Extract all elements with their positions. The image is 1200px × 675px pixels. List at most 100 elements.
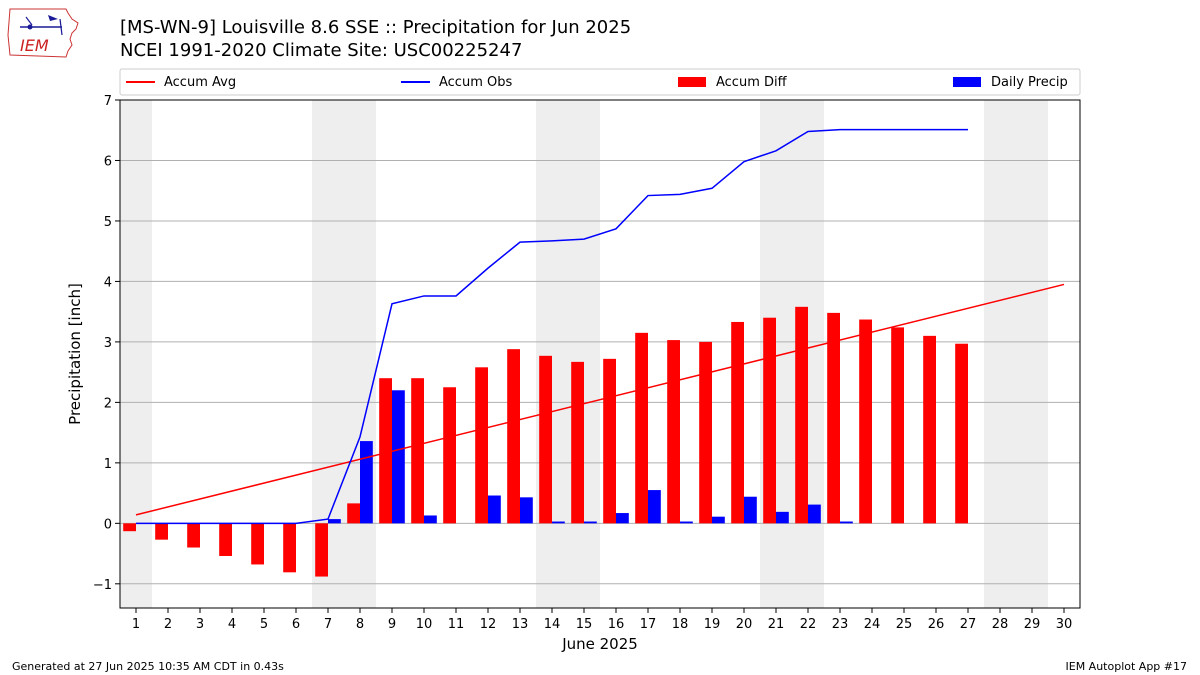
weekend-band: [984, 100, 1048, 608]
x-tick-label: 5: [260, 617, 268, 632]
y-tick-label: 3: [104, 336, 112, 351]
legend-swatch: [678, 77, 706, 87]
accum-diff-bar: [123, 523, 136, 532]
x-tick-label: 28: [992, 617, 1009, 632]
y-tick-label: 6: [104, 154, 112, 169]
accum-diff-bar: [347, 503, 360, 524]
legend-accum-diff: Accum Diff: [678, 75, 788, 90]
x-tick-label: 22: [800, 617, 817, 632]
daily-precip-bar: [808, 504, 821, 524]
accum-diff-bar: [539, 355, 552, 524]
x-axis-ticks: 1 2 3 4 5 6 7 8 9 10 11 12 13 14 15 16 17 18 19 20 21 22 23 24 2…: [132, 608, 1072, 632]
svg-text:IEM: IEM: [20, 36, 49, 55]
daily-precip-bar: [488, 495, 501, 524]
daily-precip-bar: [424, 515, 437, 524]
daily-precip-bar: [584, 521, 597, 524]
x-tick-label: 1: [132, 617, 140, 632]
daily-precip-bar: [744, 496, 757, 524]
lines: [135, 128, 1065, 525]
x-tick-label: 26: [928, 617, 945, 632]
accum-diff-bar: [379, 378, 392, 524]
x-tick-label: 4: [228, 617, 236, 632]
x-tick-label: 8: [356, 617, 364, 632]
legend-daily-precip: Daily Precip: [953, 75, 1068, 90]
y-tick-label: 4: [104, 275, 112, 290]
accum-avg-line: [135, 283, 1065, 516]
x-tick-label: 18: [672, 617, 689, 632]
daily-precip-bar: [392, 390, 405, 524]
y-axis-ticks: −1 0 1 2 3 4 5 6 7: [93, 94, 120, 593]
weekend-band: [536, 100, 600, 608]
daily-precip-bar: [712, 516, 725, 524]
app-label: IEM Autoplot App #17: [1065, 660, 1188, 673]
x-tick-label: 23: [832, 617, 849, 632]
legend-swatch: [953, 77, 981, 87]
x-tick-label: 9: [388, 617, 396, 632]
accum-diff-bar: [443, 387, 456, 524]
chart-title: [MS-WN-9] Louisville 8.6 SSE :: Precipit…: [120, 17, 632, 38]
accum-diff-bar: [763, 317, 776, 524]
daily-precip-bar: [552, 521, 565, 524]
accum-diff-bar: [667, 340, 680, 524]
x-tick-label: 10: [416, 617, 433, 632]
daily-precip-bar: [616, 513, 629, 524]
y-tick-label: 0: [104, 517, 112, 532]
legend-label: Accum Avg: [164, 75, 236, 90]
accum-diff-bar: [507, 349, 520, 524]
plot-frame: [119, 99, 1081, 609]
x-tick-label: 21: [768, 617, 785, 632]
accum-diff-bar: [219, 523, 232, 556]
x-tick-label: 20: [736, 617, 753, 632]
accum-diff-bar: [827, 312, 840, 524]
accum-diff-bar: [251, 523, 264, 565]
chart-subtitle: NCEI 1991-2020 Climate Site: USC00225247: [120, 40, 523, 61]
x-tick-label: 13: [512, 617, 529, 632]
weekend-band: [120, 100, 152, 608]
x-axis-label: June 2025: [561, 635, 638, 653]
legend: Accum Avg Accum Obs Accum Diff Daily Precip: [119, 68, 1081, 96]
x-tick-label: 29: [1024, 617, 1041, 632]
accum-diff-bar: [571, 361, 584, 524]
x-tick-label: 3: [196, 617, 204, 632]
x-tick-label: 12: [480, 617, 497, 632]
grid-lines: [120, 99, 1080, 585]
x-tick-label: 17: [640, 617, 657, 632]
x-tick-label: 19: [704, 617, 721, 632]
iem-logo: IEM: [6, 5, 82, 63]
y-axis-label: Precipitation [inch]: [66, 283, 84, 425]
accum-diff-bar: [475, 367, 488, 524]
x-tick-label: 27: [960, 617, 977, 632]
accum-diff-bar: [955, 343, 968, 524]
accum-diff-bar: [635, 332, 648, 524]
legend-label: Accum Obs: [439, 75, 512, 90]
daily-precip-bar: [360, 441, 373, 524]
legend-box: [119, 68, 1081, 96]
accum-obs-line: [136, 128, 968, 525]
generated-timestamp: Generated at 27 Jun 2025 10:35 AM CDT in…: [12, 660, 284, 673]
accum-diff-bar: [155, 523, 168, 540]
daily-precip-bar: [840, 521, 853, 524]
y-tick-label: 5: [104, 215, 112, 230]
accum-diff-bar: [731, 321, 744, 524]
x-tick-label: 30: [1056, 617, 1073, 632]
accum-diff-bar: [699, 341, 712, 524]
y-tick-label: 7: [104, 94, 112, 109]
x-tick-label: 2: [164, 617, 172, 632]
accum-diff-bar: [795, 306, 808, 524]
accum-diff-bar: [315, 523, 328, 577]
x-tick-label: 14: [544, 617, 561, 632]
x-tick-label: 6: [292, 617, 300, 632]
accum-diff-bar: [187, 523, 200, 548]
y-tick-label: −1: [93, 578, 112, 593]
bars: [123, 306, 968, 577]
daily-precip-bar: [648, 490, 661, 524]
daily-precip-bar: [520, 497, 533, 524]
y-tick-label: 1: [104, 457, 112, 472]
legend-accum-avg: Accum Avg: [126, 75, 236, 90]
accum-diff-bar: [891, 327, 904, 524]
legend-label: Daily Precip: [991, 75, 1068, 90]
accum-diff-bar: [283, 523, 296, 573]
x-tick-label: 25: [896, 617, 913, 632]
accum-diff-bar: [859, 319, 872, 524]
